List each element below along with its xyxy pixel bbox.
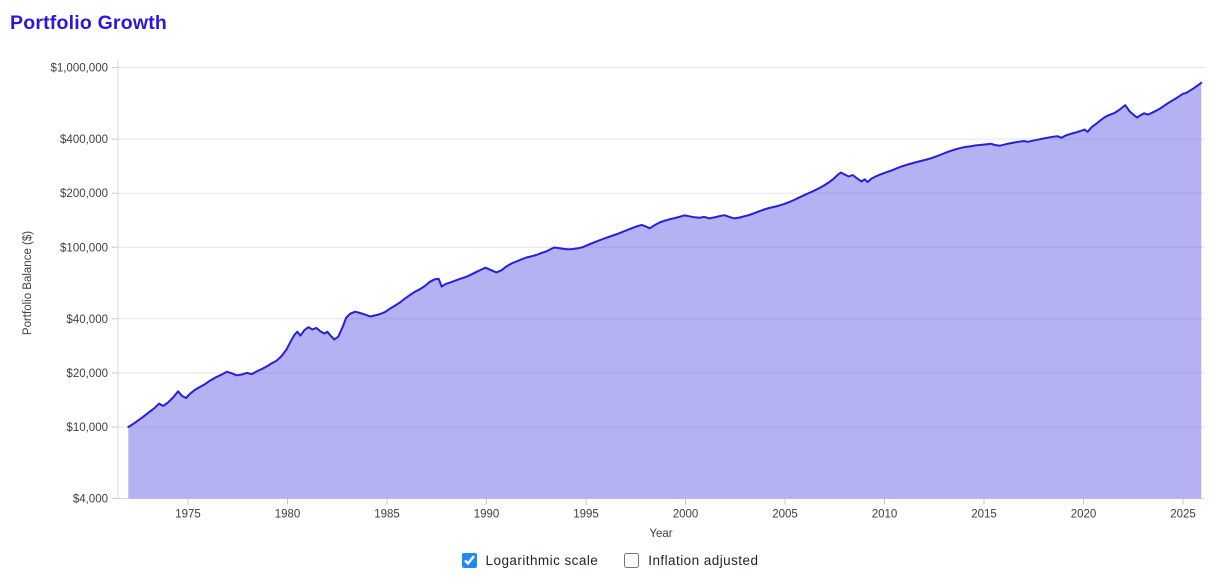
y-tick-label: $40,000 <box>66 314 108 326</box>
balance-area-fill <box>128 82 1202 499</box>
inflation-adjusted-checkbox[interactable] <box>624 553 640 568</box>
x-tick-label: 1980 <box>275 509 301 521</box>
inflation-adjusted-option[interactable]: Inflation adjusted <box>624 553 758 568</box>
logarithmic-scale-option[interactable]: Logarithmic scale <box>461 553 599 568</box>
page-title: Portfolio Growth <box>10 12 168 34</box>
x-tick-label: 2005 <box>772 509 798 521</box>
x-tick-label: 1995 <box>573 509 599 521</box>
y-tick-label: $10,000 <box>66 422 108 434</box>
portfolio-growth-chart: $1,000,000 $400,000 $200,000 $100,000 $40,00… <box>22 60 1205 540</box>
x-axis-title: Year <box>649 528 672 540</box>
y-tick-label: $400,000 <box>60 134 108 146</box>
chart-options-row: Logarithmic scale Inflation adjusted <box>0 553 1220 568</box>
x-tick-label: 1985 <box>374 509 400 521</box>
y-tick-label: $1,000,000 <box>50 63 108 75</box>
balance-line <box>127 81 1203 428</box>
y-tick-label: $4,000 <box>73 494 108 506</box>
y-tick-label: $200,000 <box>60 188 108 200</box>
x-tick-label: 2010 <box>872 509 898 521</box>
x-tick-label: 2015 <box>971 509 997 521</box>
x-tick-label: 2000 <box>673 509 699 521</box>
y-tick-label: $20,000 <box>66 368 108 380</box>
x-tick-label: 1990 <box>474 509 500 521</box>
inflation-adjusted-label: Inflation adjusted <box>648 553 759 568</box>
x-tick-label: 2020 <box>1071 509 1097 521</box>
x-tick-label: 1975 <box>175 509 201 521</box>
y-axis-title: Portfolio Balance ($) <box>22 231 34 335</box>
x-tick-label: 2025 <box>1170 509 1196 521</box>
y-tick-label: $100,000 <box>60 242 108 254</box>
logarithmic-scale-checkbox[interactable] <box>461 553 477 568</box>
logarithmic-scale-label: Logarithmic scale <box>485 553 599 568</box>
